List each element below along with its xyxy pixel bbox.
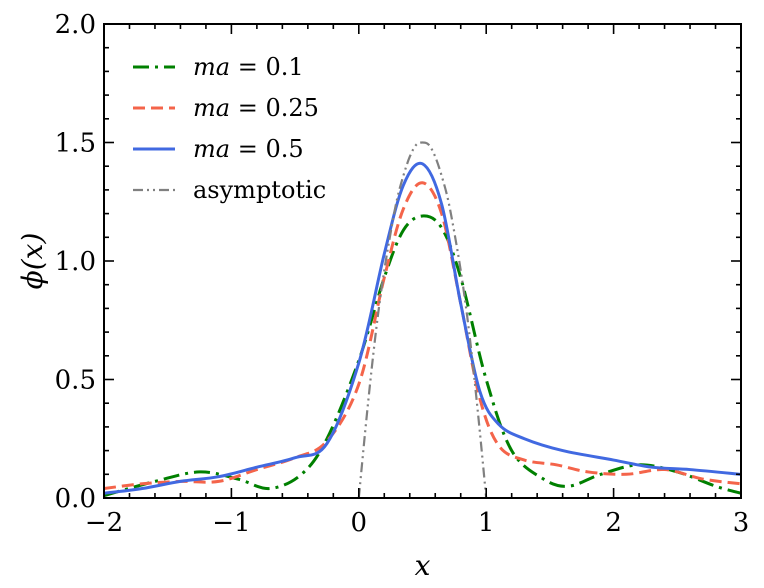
legend-label-2: ma = 0.5: [193, 135, 304, 163]
x-tick-label: −2: [85, 508, 123, 538]
y-tick-label: 1.5: [55, 129, 96, 159]
x-axis-label: x: [415, 549, 431, 582]
legend-label-3: asymptotic: [193, 176, 326, 204]
x-tick-label: 0: [351, 508, 368, 538]
legend: ma = 0.1 ma = 0.25 ma = 0.5 asymptotic: [133, 53, 326, 204]
series-line-0: [104, 214, 741, 498]
x-tick-label: 1: [478, 508, 495, 538]
ticks: [103, 23, 742, 499]
x-tick-label: 3: [733, 508, 750, 538]
y-tick-label: 0.0: [55, 484, 96, 514]
legend-label-0: ma = 0.1: [193, 53, 304, 81]
legend-label-1: ma = 0.25: [193, 94, 319, 122]
series-line-2: [104, 161, 741, 495]
series-line-3: [357, 141, 488, 498]
plot-lines: [104, 141, 741, 498]
tick-labels: −2 −1 0 1 2 3 0.0 0.5 1.0 1.5 2.0: [55, 10, 750, 538]
y-axis-label: ϕ(x): [16, 233, 49, 290]
y-tick-label: 1.0: [55, 247, 96, 277]
y-tick-label: 2.0: [55, 10, 96, 40]
x-tick-label: 2: [605, 508, 622, 538]
x-tick-label: −1: [212, 508, 250, 538]
y-tick-label: 0.5: [55, 366, 96, 396]
series-line-1: [104, 181, 741, 491]
